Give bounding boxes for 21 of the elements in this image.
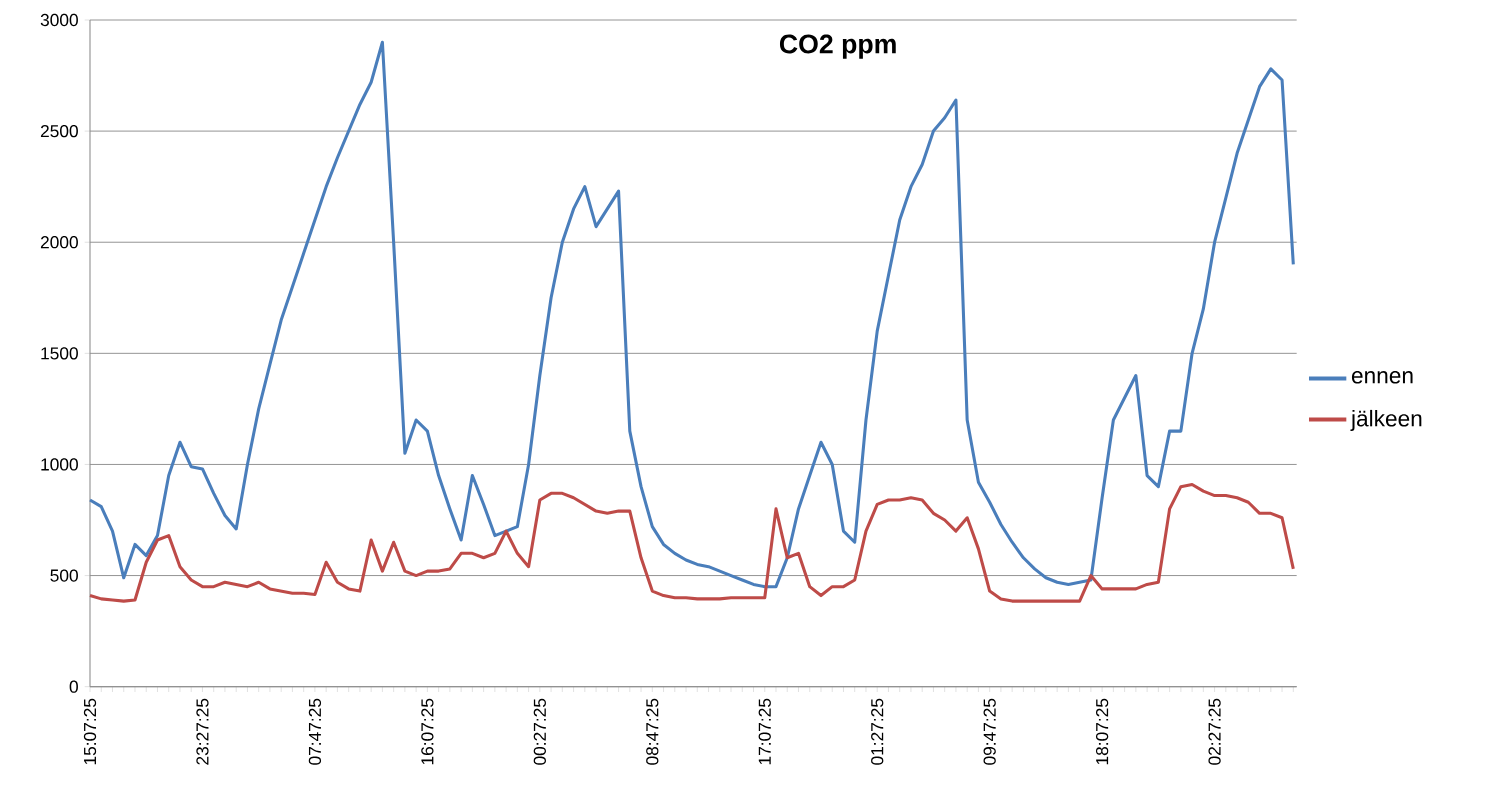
x-tick-label: 00:27:25	[533, 698, 546, 765]
x-tick-label: 17:07:25	[758, 698, 771, 765]
x-tick-label: 08:47:25	[646, 698, 659, 765]
y-tick-label: 1000	[41, 458, 78, 471]
legend-label: ennen	[1351, 371, 1413, 384]
y-tick-label: 2000	[40, 236, 78, 249]
y-tick-label: 1500	[41, 347, 78, 360]
x-tick-label: 07:47:25	[308, 698, 322, 765]
y-tick-label: 0	[69, 680, 78, 693]
text: CO2 ppm	[779, 34, 896, 59]
x-tick-label: 15:07:25	[83, 698, 97, 765]
legend-label: jälkeen	[1350, 409, 1422, 432]
x-tick-label: 16:07:25	[421, 698, 434, 765]
x-tick-label: 01:27:25	[871, 698, 884, 765]
x-tick-label: 02:27:25	[1208, 698, 1221, 765]
y-tick-label: 2500	[40, 124, 78, 138]
y-tick-label: 3000	[40, 13, 78, 27]
x-tick-label: 18:07:25	[1095, 698, 1109, 765]
y-tick-label: 500	[50, 569, 78, 582]
x-tick-label: 09:47:25	[983, 698, 996, 765]
x-tick-label: 23:27:25	[196, 698, 209, 765]
